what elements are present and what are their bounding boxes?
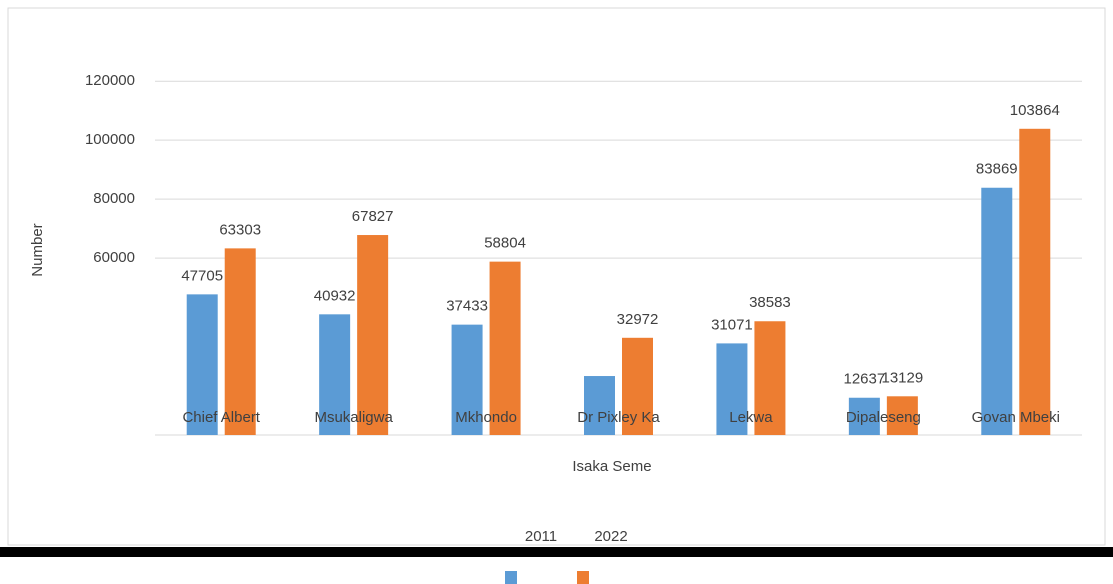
bar bbox=[754, 321, 786, 435]
bar bbox=[319, 314, 351, 435]
data-label: 67827 bbox=[352, 208, 394, 225]
bar bbox=[186, 294, 218, 435]
x-tick-label: Dr Pixley Ka bbox=[577, 409, 660, 426]
data-label: 38583 bbox=[749, 294, 791, 311]
data-label: 37433 bbox=[446, 298, 488, 315]
data-label: 103864 bbox=[1010, 102, 1060, 119]
black-bar bbox=[0, 547, 1113, 557]
y-tick-label: 60000 bbox=[93, 249, 135, 266]
x-tick-label: Dipaleseng bbox=[846, 409, 921, 426]
bar bbox=[981, 187, 1013, 435]
data-label: 13129 bbox=[881, 369, 923, 386]
bar bbox=[848, 397, 880, 435]
data-label: 63303 bbox=[219, 221, 261, 238]
y-tick-label: 80000 bbox=[93, 190, 135, 207]
legend-label: 2022 bbox=[594, 528, 627, 545]
data-label: 83869 bbox=[976, 161, 1018, 178]
data-label: 47705 bbox=[181, 267, 223, 284]
x-tick-label: Msukaligwa bbox=[314, 409, 393, 426]
chart-frame bbox=[7, 7, 1106, 546]
data-label: 31071 bbox=[711, 316, 753, 333]
x-tick-label: Govan Mbeki bbox=[972, 409, 1060, 426]
legend-swatch bbox=[505, 571, 517, 584]
bar bbox=[584, 376, 615, 435]
bar bbox=[224, 248, 256, 435]
bar bbox=[716, 343, 748, 435]
y-tick-label: 100000 bbox=[85, 131, 135, 148]
bar bbox=[622, 337, 653, 435]
data-label: 40932 bbox=[314, 287, 356, 304]
x-tick-label: Lekwa bbox=[729, 409, 773, 426]
x-tick-label: Mkhondo bbox=[455, 409, 517, 426]
legend-label: 2011 bbox=[525, 528, 557, 545]
legend-swatch bbox=[577, 571, 589, 584]
x-axis-title: Isaka Seme bbox=[572, 458, 651, 475]
bar bbox=[357, 235, 389, 435]
bar bbox=[1019, 128, 1051, 436]
y-tick-label: 120000 bbox=[85, 72, 135, 89]
data-label: 12637 bbox=[843, 371, 885, 388]
x-tick-label: Chief Albert bbox=[182, 409, 260, 426]
bar bbox=[451, 324, 483, 435]
data-label: 32972 bbox=[617, 311, 659, 328]
y-axis-title: Number bbox=[29, 223, 46, 276]
data-label: 58804 bbox=[484, 235, 526, 252]
bar bbox=[886, 396, 918, 435]
bar bbox=[489, 261, 521, 435]
